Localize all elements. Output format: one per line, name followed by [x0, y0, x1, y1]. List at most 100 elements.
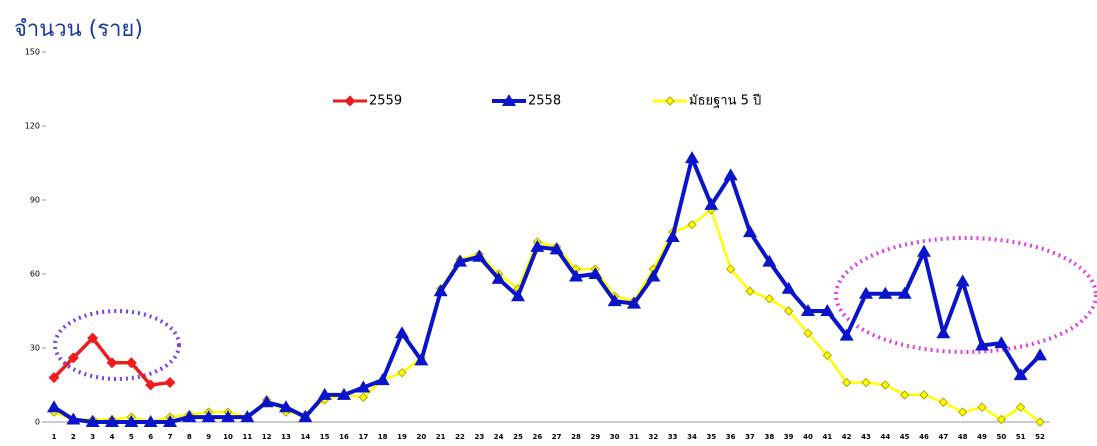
- marker: [745, 286, 755, 296]
- marker: [723, 168, 738, 181]
- marker: [781, 281, 796, 294]
- marker: [47, 400, 61, 413]
- marker: [337, 387, 351, 400]
- x-tick-label: 20: [416, 433, 426, 441]
- marker: [685, 151, 699, 164]
- x-tick-label: 25: [513, 433, 523, 441]
- x-tick-label: 38: [764, 433, 774, 441]
- x-tick-label: 23: [474, 433, 484, 441]
- x-tick-label: 52: [1035, 433, 1045, 441]
- marker: [85, 415, 100, 427]
- y-tick-label: 90: [30, 196, 40, 205]
- marker: [105, 415, 119, 427]
- marker: [145, 379, 157, 391]
- marker: [67, 352, 79, 364]
- x-tick-label: 24: [494, 433, 504, 441]
- marker: [240, 410, 255, 423]
- x-tick-label: 30: [610, 433, 620, 441]
- highlight-ellipse: [53, 309, 181, 381]
- x-tick-label: 26: [532, 433, 542, 441]
- x-tick-label: 46: [919, 433, 929, 441]
- legend-label: 2558: [528, 94, 561, 109]
- x-tick-label: 32: [648, 433, 658, 441]
- marker: [511, 289, 525, 302]
- marker: [344, 95, 356, 107]
- x-tick-label: 35: [706, 433, 716, 441]
- marker: [627, 296, 641, 309]
- marker: [607, 294, 622, 307]
- marker: [897, 286, 912, 299]
- x-tick-label: 44: [880, 433, 890, 441]
- x-tick-label: 28: [571, 433, 581, 441]
- x-tick-label: 29: [590, 433, 600, 441]
- marker: [163, 415, 177, 427]
- marker: [397, 367, 407, 378]
- marker: [820, 304, 835, 316]
- marker: [1013, 368, 1028, 381]
- x-tick-label: 3: [90, 433, 95, 441]
- marker: [453, 254, 467, 267]
- marker: [569, 269, 583, 282]
- y-tick-label: 120: [25, 122, 40, 131]
- marker: [801, 304, 815, 316]
- marker: [764, 293, 775, 304]
- legend-label: 2559: [369, 94, 402, 109]
- x-tick-label: 45: [900, 433, 910, 441]
- x-tick-label: 42: [842, 433, 852, 441]
- marker: [279, 400, 293, 413]
- x-tick-label: 27: [552, 433, 562, 441]
- marker: [687, 219, 697, 230]
- series-line: [52, 156, 1042, 424]
- series-line: [53, 208, 1041, 424]
- marker: [878, 286, 893, 299]
- y-tick-label: 30: [30, 344, 40, 353]
- marker: [938, 397, 949, 407]
- x-tick-label: 11: [242, 433, 252, 441]
- y-tick-label: 60: [30, 270, 40, 279]
- marker: [646, 269, 661, 282]
- marker: [955, 274, 970, 287]
- highlight-ellipse: [834, 236, 1097, 354]
- marker: [259, 395, 274, 408]
- x-tick-label: 40: [803, 433, 813, 441]
- marker: [48, 372, 60, 384]
- marker: [665, 96, 675, 106]
- marker: [375, 373, 390, 386]
- marker: [1015, 402, 1026, 412]
- x-tick-label: 36: [726, 433, 736, 441]
- marker: [899, 390, 910, 400]
- marker: [975, 338, 989, 351]
- marker: [491, 271, 506, 284]
- marker: [1035, 417, 1045, 427]
- marker: [704, 197, 719, 210]
- x-tick-label: 18: [378, 433, 388, 441]
- marker: [502, 94, 516, 106]
- x-tick-label: 43: [861, 433, 871, 441]
- marker: [182, 410, 197, 423]
- x-tick-label: 50: [996, 433, 1006, 441]
- marker: [919, 390, 929, 400]
- x-tick-label: 1: [52, 433, 57, 441]
- x-tick-label: 34: [687, 433, 697, 441]
- x-tick-label: 14: [300, 433, 310, 441]
- marker: [588, 267, 603, 279]
- marker: [530, 239, 545, 252]
- legend-label: มัธยฐาน 5 ปี: [689, 93, 761, 109]
- marker: [783, 306, 794, 316]
- marker: [472, 249, 487, 262]
- x-tick-label: 17: [358, 433, 368, 441]
- marker: [87, 332, 99, 344]
- x-tick-label: 9: [206, 433, 211, 441]
- marker: [803, 328, 813, 338]
- y-tick-label: 150: [25, 48, 40, 57]
- marker: [358, 392, 369, 403]
- marker: [977, 402, 987, 412]
- marker: [124, 415, 139, 427]
- marker: [859, 286, 873, 299]
- x-tick-label: 19: [397, 433, 407, 441]
- marker: [164, 377, 176, 389]
- x-tick-label: 8: [187, 433, 192, 441]
- marker: [822, 350, 833, 361]
- x-tick-label: 5: [129, 433, 134, 441]
